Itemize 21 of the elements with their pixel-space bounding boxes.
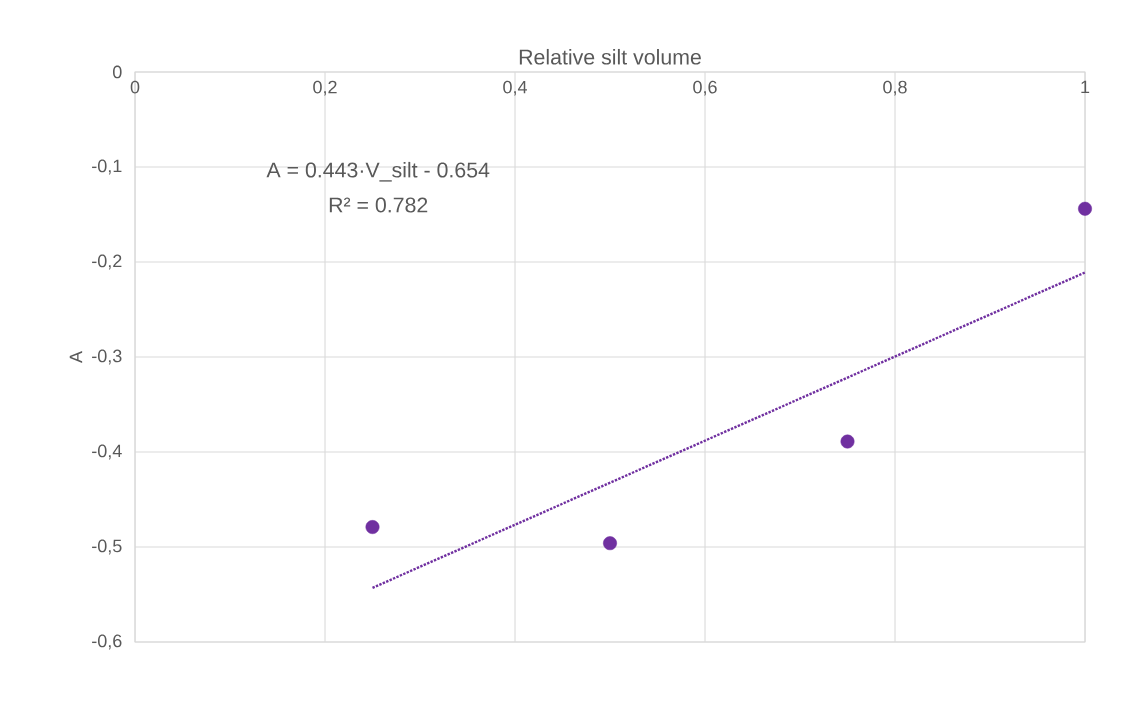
x-tick-label: 0: [130, 80, 140, 94]
annotation: A = 0.443·V_silt - 0.654: [266, 161, 490, 182]
y-tick-label: -0,2: [92, 254, 122, 270]
x-tick-label: 0,2: [313, 80, 337, 96]
y-tick-label: -0,4: [92, 444, 122, 460]
point: [840, 434, 855, 449]
x-axis-title: Relative silt volume: [519, 48, 701, 65]
y-tick-label: -0,1: [92, 159, 122, 175]
x-tick-label: 0,8: [883, 80, 907, 96]
y-tick-label: -0,5: [92, 539, 122, 555]
x-tick-label: 1: [1081, 80, 1090, 94]
y-tick-label: 0: [113, 65, 122, 79]
annotation: R² = 0.782: [329, 197, 428, 213]
x-tick-label: 0,6: [693, 80, 717, 96]
point: [1078, 201, 1092, 216]
y-axis-title: A: [69, 351, 83, 363]
point: [603, 536, 617, 551]
y-tick-label: -0,6: [92, 634, 122, 650]
x-tick-label: 0,4: [503, 80, 527, 96]
y-tick-label: -0,3: [92, 349, 122, 365]
point: [365, 520, 380, 534]
